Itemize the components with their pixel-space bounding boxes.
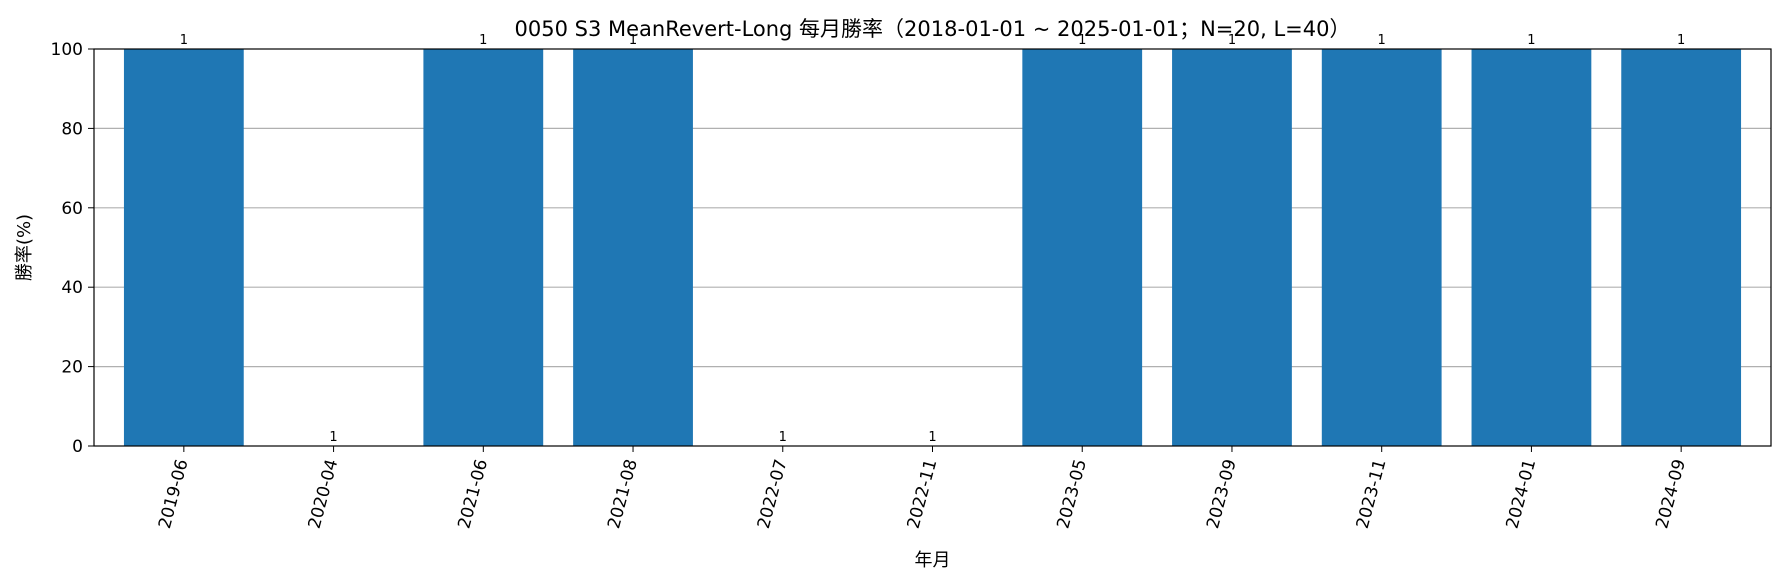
y-tick-label: 60	[61, 199, 83, 219]
bar	[1172, 49, 1292, 446]
bar-value-label: 1	[1228, 33, 1236, 48]
bar-count-labels: 1 1 1 1 1 1 1 1 1 1 1	[180, 33, 1686, 445]
bars	[123, 49, 1742, 446]
bar-value-label: 1	[928, 430, 936, 445]
bar-value-label: 1	[1378, 33, 1386, 48]
bar-value-label: 1	[629, 33, 637, 48]
y-tick-label: 0	[72, 437, 83, 457]
bar	[1621, 49, 1742, 446]
bar-value-label: 1	[1078, 33, 1086, 48]
chart-title: 0050 S3 MeanRevert-Long 每月勝率（2018-01-01 …	[515, 17, 1351, 41]
bar-value-label: 1	[180, 33, 188, 48]
bar	[1471, 49, 1592, 446]
y-tick-label: 80	[61, 119, 83, 139]
x-axis-label: 年月	[915, 550, 951, 571]
bar	[1321, 49, 1442, 446]
bar	[1022, 49, 1143, 446]
bar	[123, 49, 244, 446]
y-tick-label: 100	[51, 40, 83, 60]
y-tick-label: 20	[61, 358, 83, 378]
bar-value-label: 1	[329, 430, 337, 445]
bar-value-label: 1	[479, 33, 487, 48]
bar	[423, 49, 544, 446]
bar-value-label: 1	[779, 430, 787, 445]
bar	[573, 49, 693, 446]
y-axis-label: 勝率(%)	[14, 214, 35, 281]
bar-value-label: 1	[1677, 33, 1685, 48]
bar-value-label: 1	[1527, 33, 1535, 48]
y-tick-label: 40	[61, 278, 83, 298]
